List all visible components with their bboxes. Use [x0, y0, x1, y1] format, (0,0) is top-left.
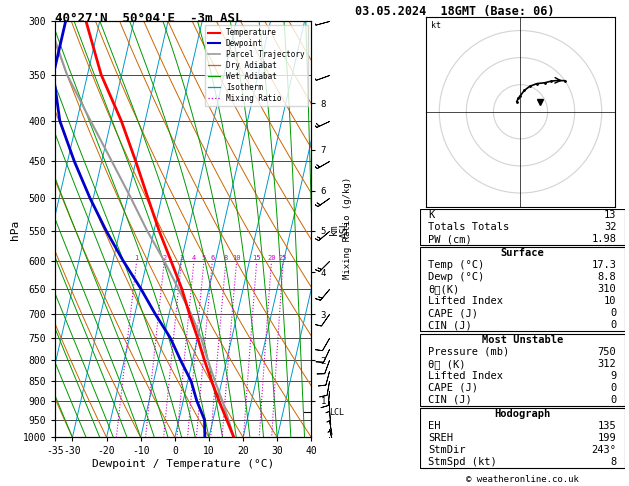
- Text: 0: 0: [610, 320, 616, 330]
- Text: Dewp (°C): Dewp (°C): [428, 272, 484, 282]
- Text: CIN (J): CIN (J): [428, 320, 472, 330]
- Text: StmDir: StmDir: [428, 445, 466, 455]
- Text: 135: 135: [598, 421, 616, 431]
- Text: K: K: [428, 210, 435, 220]
- Text: Surface: Surface: [501, 248, 544, 258]
- Y-axis label: km
ASL: km ASL: [328, 221, 350, 238]
- Text: Lifted Index: Lifted Index: [428, 371, 503, 381]
- Text: Mixing Ratio (g/kg): Mixing Ratio (g/kg): [343, 177, 352, 279]
- Text: kt: kt: [431, 21, 441, 30]
- Text: 1: 1: [135, 255, 139, 261]
- Text: CIN (J): CIN (J): [428, 395, 472, 405]
- Text: 15: 15: [252, 255, 261, 261]
- Text: 199: 199: [598, 433, 616, 443]
- Text: 2: 2: [162, 255, 167, 261]
- Text: 0: 0: [610, 309, 616, 318]
- Text: 310: 310: [598, 284, 616, 295]
- Text: 243°: 243°: [591, 445, 616, 455]
- Text: 0: 0: [610, 383, 616, 393]
- Text: Totals Totals: Totals Totals: [428, 222, 509, 232]
- Text: 4: 4: [192, 255, 196, 261]
- Text: 32: 32: [604, 222, 616, 232]
- Text: 3: 3: [179, 255, 184, 261]
- Text: CAPE (J): CAPE (J): [428, 309, 478, 318]
- Text: Pressure (mb): Pressure (mb): [428, 347, 509, 357]
- Text: 8: 8: [224, 255, 228, 261]
- Text: 20: 20: [267, 255, 276, 261]
- Text: 8: 8: [610, 457, 616, 467]
- Text: 10: 10: [232, 255, 241, 261]
- Legend: Temperature, Dewpoint, Parcel Trajectory, Dry Adiabat, Wet Adiabat, Isotherm, Mi: Temperature, Dewpoint, Parcel Trajectory…: [205, 25, 308, 106]
- Text: Most Unstable: Most Unstable: [482, 335, 563, 345]
- Text: © weatheronline.co.uk: © weatheronline.co.uk: [466, 475, 579, 484]
- Text: EH: EH: [428, 421, 441, 431]
- Text: 750: 750: [598, 347, 616, 357]
- Text: 1.98: 1.98: [591, 234, 616, 244]
- Text: 13: 13: [604, 210, 616, 220]
- Text: Hodograph: Hodograph: [494, 409, 550, 419]
- Text: Temp (°C): Temp (°C): [428, 260, 484, 270]
- Text: θᴇ(K): θᴇ(K): [428, 284, 460, 295]
- Text: 40°27'N  50°04'E  -3m ASL: 40°27'N 50°04'E -3m ASL: [55, 12, 243, 25]
- Text: 6: 6: [210, 255, 214, 261]
- Text: Lifted Index: Lifted Index: [428, 296, 503, 306]
- Text: 25: 25: [279, 255, 287, 261]
- Text: 17.3: 17.3: [591, 260, 616, 270]
- Text: 8.8: 8.8: [598, 272, 616, 282]
- Text: 9: 9: [610, 371, 616, 381]
- Text: 0: 0: [610, 395, 616, 405]
- Text: 312: 312: [598, 359, 616, 369]
- Text: LCL: LCL: [329, 408, 344, 417]
- Text: θᴇ (K): θᴇ (K): [428, 359, 466, 369]
- Text: 10: 10: [604, 296, 616, 306]
- Text: StmSpd (kt): StmSpd (kt): [428, 457, 497, 467]
- Text: 03.05.2024  18GMT (Base: 06): 03.05.2024 18GMT (Base: 06): [355, 5, 555, 18]
- Text: PW (cm): PW (cm): [428, 234, 472, 244]
- Y-axis label: hPa: hPa: [10, 219, 20, 240]
- Text: CAPE (J): CAPE (J): [428, 383, 478, 393]
- Text: SREH: SREH: [428, 433, 454, 443]
- X-axis label: Dewpoint / Temperature (°C): Dewpoint / Temperature (°C): [92, 459, 274, 469]
- Text: 5: 5: [202, 255, 206, 261]
